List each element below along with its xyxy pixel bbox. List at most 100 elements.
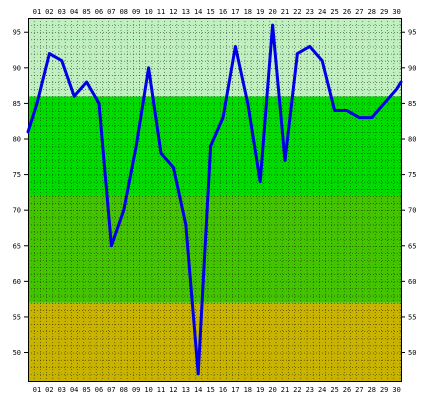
- x-tick-label-top: 13: [182, 8, 190, 16]
- grid-lines: [28, 18, 401, 382]
- x-tick-label-top: 03: [58, 8, 66, 16]
- data-point: [221, 116, 225, 119]
- data-point: [259, 180, 262, 183]
- data-point: [383, 102, 386, 105]
- x-tick-label-top: 28: [368, 8, 376, 16]
- x-tick-label-bottom: 07: [107, 386, 115, 394]
- x-tick-label-top: 27: [355, 8, 363, 16]
- x-tick-label-top: 26: [343, 8, 351, 16]
- x-tick-label-top: 12: [169, 8, 177, 16]
- x-tick-label-top: 22: [293, 8, 301, 16]
- x-tick-label-bottom: 02: [45, 386, 53, 394]
- data-point: [172, 166, 175, 169]
- data-point: [135, 144, 138, 148]
- x-tick-label-top: 23: [306, 8, 314, 16]
- x-tick-label-top: 14: [194, 8, 202, 16]
- y-tick-label-left: 95: [13, 29, 21, 37]
- x-tick-label-bottom: 11: [157, 386, 165, 394]
- x-tick-label-bottom: 21: [281, 386, 289, 394]
- x-tick-label-bottom: 06: [95, 386, 103, 394]
- x-tick-label-top: 08: [120, 8, 128, 16]
- data-point: [345, 109, 349, 112]
- x-tick-label-bottom: 27: [355, 386, 363, 394]
- x-tick-label-top: 04: [70, 8, 78, 16]
- data-point: [296, 52, 299, 55]
- background-bands: [28, 18, 401, 381]
- data-point: [333, 109, 336, 112]
- data-point: [209, 144, 212, 148]
- y-tick-label-right: 55: [408, 313, 416, 321]
- data-point: [147, 66, 150, 70]
- y-tick-label-left: 90: [13, 64, 21, 72]
- band-2: [28, 96, 401, 196]
- x-tick-label-bottom: 05: [82, 386, 90, 394]
- series-line: [26, 23, 403, 376]
- y-tick-label-right: 95: [408, 29, 416, 37]
- y-tick-label-right: 85: [408, 100, 416, 108]
- x-tick-label-top: 16: [219, 8, 227, 16]
- data-point: [85, 80, 88, 84]
- x-tick-label-top: 09: [132, 8, 140, 16]
- x-tick-label-bottom: 12: [169, 386, 177, 394]
- x-tick-label-bottom: 20: [268, 386, 276, 394]
- x-tick-label-top: 06: [95, 8, 103, 16]
- x-tick-label-top: 25: [330, 8, 338, 16]
- y-tick-label-left: 70: [13, 207, 21, 215]
- x-tick-label-bottom: 03: [58, 386, 66, 394]
- x-tick-label-top: 02: [45, 8, 53, 16]
- data-point: [110, 244, 113, 247]
- y-tick-label-right: 90: [408, 64, 416, 72]
- x-tick-label-bottom: 17: [231, 386, 239, 394]
- y-tick-label-left: 55: [13, 313, 21, 321]
- y-tick-label-right: 60: [408, 278, 416, 286]
- y-tick-label-right: 65: [408, 242, 416, 250]
- data-point: [246, 102, 249, 105]
- y-tick-label-left: 50: [13, 349, 21, 357]
- x-tick-label-bottom: 15: [206, 386, 214, 394]
- data-point: [35, 102, 39, 105]
- data-point: [358, 116, 361, 119]
- x-tick-label-top: 07: [107, 8, 115, 16]
- y-tick-labels-left: 50 55 60 65 70 75 80 85 90 95: [13, 29, 21, 357]
- x-tick-label-bottom: 29: [380, 386, 388, 394]
- data-point: [283, 159, 287, 162]
- y-tick-label-left: 60: [13, 278, 21, 286]
- data-point: [271, 23, 274, 27]
- data-point: [370, 116, 373, 119]
- x-tick-label-bottom: 13: [182, 386, 190, 394]
- data-point: [159, 152, 163, 155]
- data-point: [197, 372, 200, 376]
- x-tick-label-top: 29: [380, 8, 388, 16]
- x-tick-label-top: 20: [268, 8, 276, 16]
- x-tick-labels-bottom: 01 02 03 04 05 06 07 08 09 10 11 12 13 14 15 16 17 18 19 20…: [33, 386, 401, 394]
- x-tick-label-top: 15: [206, 8, 214, 16]
- series-line-path: [26, 23, 403, 376]
- data-point: [60, 59, 63, 62]
- x-tick-label-bottom: 30: [392, 386, 400, 394]
- data-point: [308, 45, 311, 48]
- x-tick-label-top: 01: [33, 8, 41, 16]
- data-point: [234, 45, 237, 48]
- y-tick-label-left: 80: [13, 136, 21, 144]
- x-tick-label-top: 05: [82, 8, 90, 16]
- x-tick-label-bottom: 24: [318, 386, 326, 394]
- plot-frame: [24, 18, 405, 382]
- y-tick-labels-right: 50 55 60 65 70 75 80 85 90 95: [408, 29, 416, 357]
- y-tick-label-right: 80: [408, 136, 416, 144]
- x-tick-label-bottom: 26: [343, 386, 351, 394]
- x-tick-label-top: 11: [157, 8, 165, 16]
- y-tick-label-left: 75: [13, 171, 21, 179]
- data-point: [321, 59, 324, 62]
- x-tick-label-bottom: 08: [120, 386, 128, 394]
- x-tick-label-top: 30: [392, 8, 400, 16]
- x-tick-labels-top: 01 02 03 04 05 06 07 08 09 10 11 12 13 14 15 16 17 18 19 20…: [33, 8, 401, 16]
- y-tick-label-right: 50: [408, 349, 416, 357]
- plot-border: [28, 18, 402, 382]
- data-point: [73, 95, 76, 98]
- data-point: [122, 208, 126, 212]
- x-tick-label-bottom: 16: [219, 386, 227, 394]
- data-point: [184, 223, 187, 226]
- data-point: [97, 102, 101, 105]
- y-tick-label-right: 70: [408, 207, 416, 215]
